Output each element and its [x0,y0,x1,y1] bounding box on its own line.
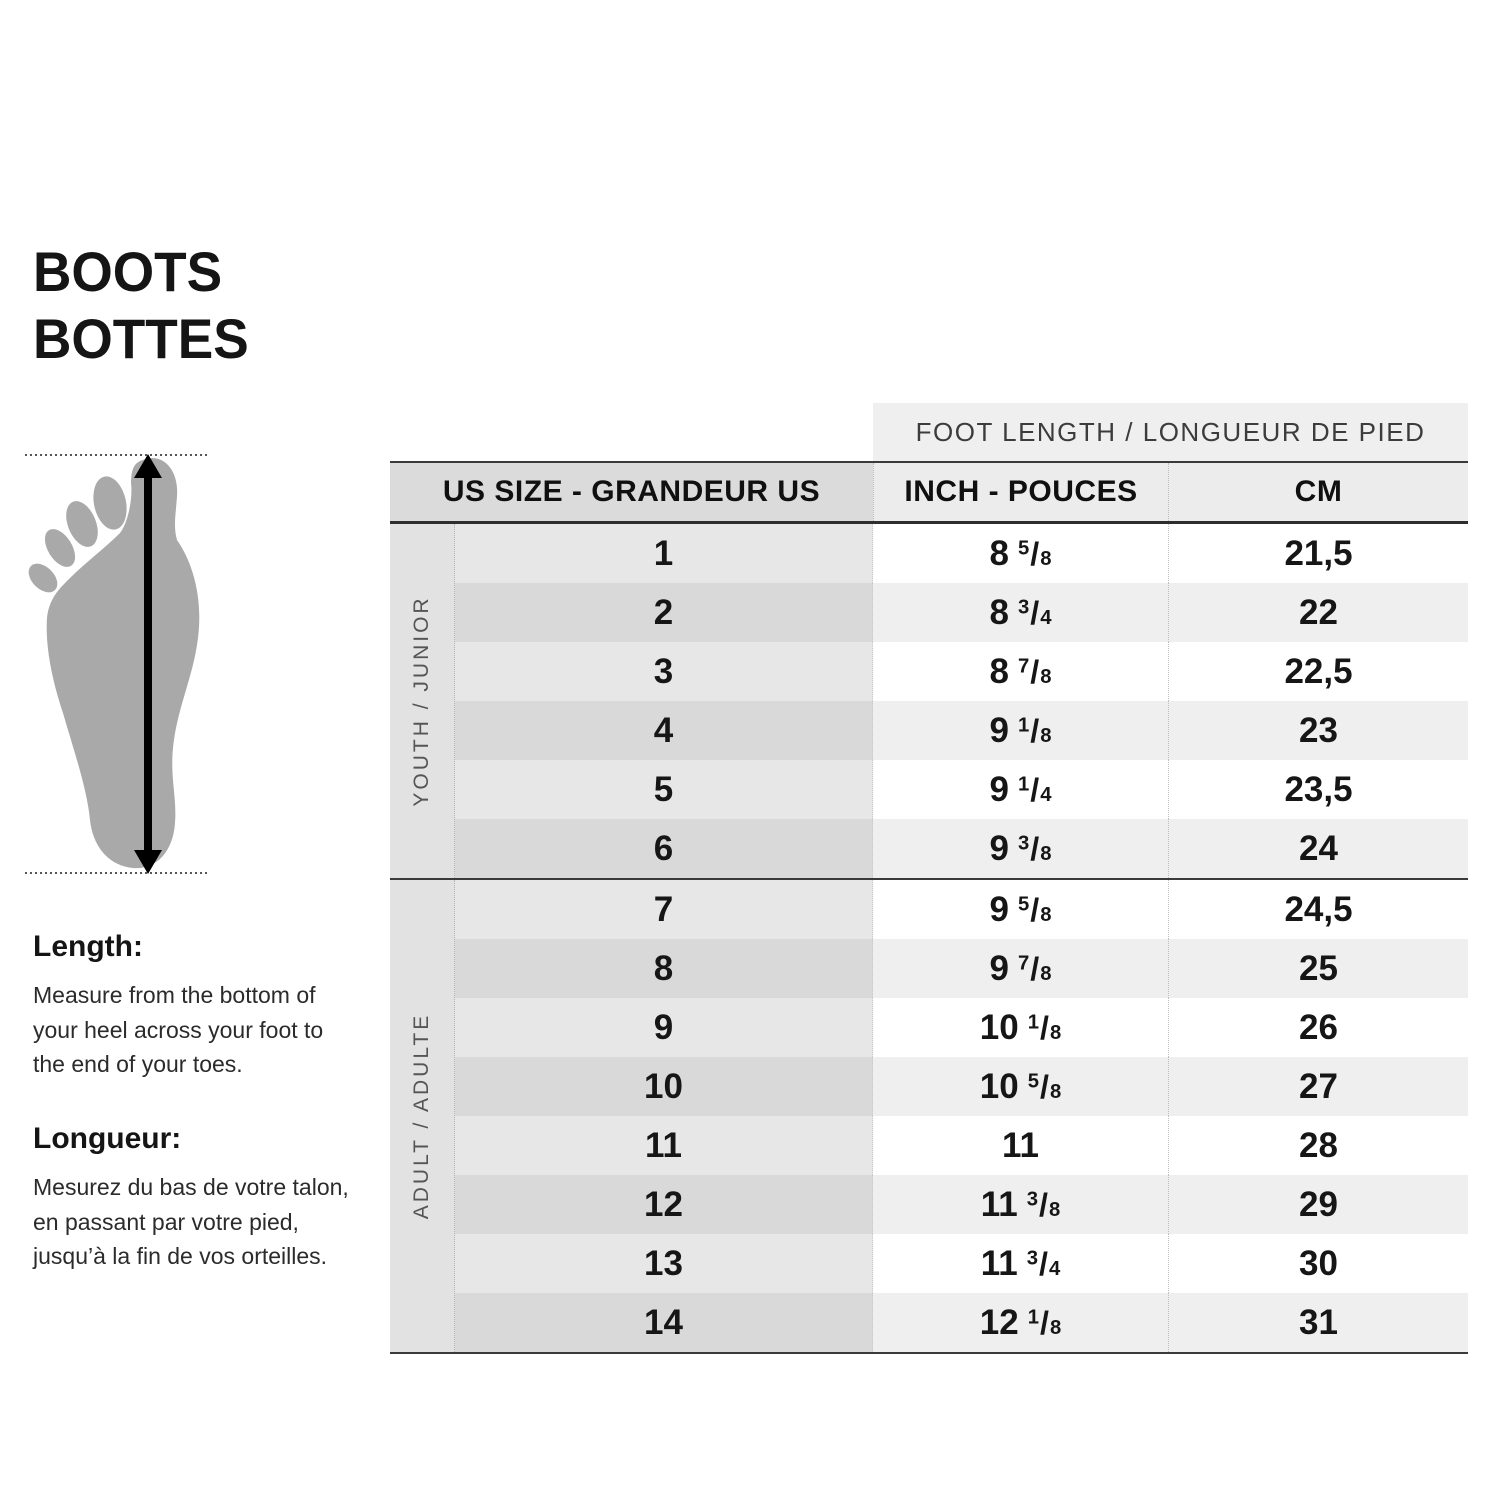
table-row: 9 10 1/8 26 [455,998,1468,1057]
inch-cell: 9 1/4 [873,760,1169,819]
measurement-arrow-head-down [134,850,162,874]
table-header-row: US SIZE - GRANDEUR US INCH - POUCES CM [390,461,1468,524]
table-body: YOUTH / JUNIOR ADULT / ADULTE 1 8 5/8 21,… [390,524,1468,1354]
table-row: 5 9 1/4 23,5 [455,760,1468,819]
cm-cell: 22,5 [1169,642,1468,701]
cm-cell: 27 [1169,1057,1468,1116]
banner-spacer [390,403,873,461]
us-size-cell: 6 [455,819,873,878]
group-label-adult: ADULT / ADULTE [390,880,455,1352]
length-heading-fr: Longueur: [33,1122,182,1155]
group-label-youth-text: YOUTH / JUNIOR [410,595,433,807]
group-label-adult-text: ADULT / ADULTE [410,1012,433,1220]
inch-cell: 9 1/8 [873,701,1169,760]
inch-cell: 11 3/4 [873,1234,1169,1293]
us-size-cell: 7 [455,880,873,939]
toe-4 [44,529,76,567]
foot-outline-icon [25,454,209,874]
table-row: 4 9 1/8 23 [455,701,1468,760]
cm-cell: 23 [1169,701,1468,760]
length-instruction-en: Length: Measure from the bottom of your … [33,930,351,1082]
toe-3 [66,501,98,547]
table-row: 3 8 7/8 22,5 [455,642,1468,701]
length-instruction-fr: Longueur: Mesurez du bas de votre talon,… [33,1122,351,1274]
inch-cell: 11 [873,1116,1169,1175]
inch-cell: 11 3/8 [873,1175,1169,1234]
table-row: 10 10 5/8 27 [455,1057,1468,1116]
length-body-en: Measure from the bottom of your heel acr… [33,982,324,1077]
youth-adult-divider [390,878,1468,880]
us-size-cell: 3 [455,642,873,701]
cm-cell: 29 [1169,1175,1468,1234]
cm-cell: 28 [1169,1116,1468,1175]
table-row: 7 9 5/8 24,5 [455,880,1468,939]
page-title-line-en: BOOTS [33,240,223,303]
group-label-youth: YOUTH / JUNIOR [390,524,455,878]
header-inch: INCH - POUCES [873,463,1169,521]
us-size-cell: 11 [455,1116,873,1175]
table-row: 12 11 3/8 29 [455,1175,1468,1234]
us-size-cell: 12 [455,1175,873,1234]
us-size-cell: 10 [455,1057,873,1116]
cm-cell: 24 [1169,819,1468,878]
inch-cell: 8 5/8 [873,524,1169,583]
length-body-fr: Mesurez du bas de votre talon, en passan… [33,1174,349,1269]
inch-cell: 8 3/4 [873,583,1169,642]
foot-length-banner: FOOT LENGTH / LONGUEUR DE PIED [873,403,1468,461]
table-banner-row: FOOT LENGTH / LONGUEUR DE PIED [390,403,1468,461]
table-row: 13 11 3/4 30 [455,1234,1468,1293]
measurement-arrow-head-up [134,454,162,478]
boot-size-table: FOOT LENGTH / LONGUEUR DE PIED US SIZE -… [390,403,1468,1354]
us-size-cell: 5 [455,760,873,819]
us-size-cell: 9 [455,998,873,1057]
cm-cell: 31 [1169,1293,1468,1352]
table-row: 1 8 5/8 21,5 [455,524,1468,583]
cm-cell: 23,5 [1169,760,1468,819]
us-size-cell: 4 [455,701,873,760]
toe-5 [28,563,58,593]
header-cm: CM [1169,463,1468,521]
cm-cell: 26 [1169,998,1468,1057]
inch-cell: 9 5/8 [873,880,1169,939]
table-row: 8 9 7/8 25 [455,939,1468,998]
header-us-size: US SIZE - GRANDEUR US [390,463,873,521]
cm-cell: 21,5 [1169,524,1468,583]
inch-cell: 9 7/8 [873,939,1169,998]
inch-cell: 9 3/8 [873,819,1169,878]
us-size-cell: 14 [455,1293,873,1352]
inch-cell: 10 1/8 [873,998,1169,1057]
us-size-cell: 13 [455,1234,873,1293]
inch-cell: 10 5/8 [873,1057,1169,1116]
inch-cell: 8 7/8 [873,642,1169,701]
cm-cell: 24,5 [1169,880,1468,939]
table-row: 2 8 3/4 22 [455,583,1468,642]
toe-2 [93,476,127,530]
cm-cell: 22 [1169,583,1468,642]
foot-silhouette [46,458,200,869]
length-heading-en: Length: [33,930,143,963]
us-size-cell: 8 [455,939,873,998]
page-title-line-fr: BOTTES [33,307,249,371]
cm-cell: 30 [1169,1234,1468,1293]
foot-measurement-diagram [25,448,215,885]
page-title: BOOTS BOTTES [33,238,249,372]
us-size-cell: 1 [455,524,873,583]
cm-cell: 25 [1169,939,1468,998]
table-row: 11 11 28 [455,1116,1468,1175]
table-row: 14 12 1/8 31 [455,1293,1468,1352]
table-row: 6 9 3/8 24 [455,819,1468,878]
inch-cell: 12 1/8 [873,1293,1169,1352]
us-size-cell: 2 [455,583,873,642]
